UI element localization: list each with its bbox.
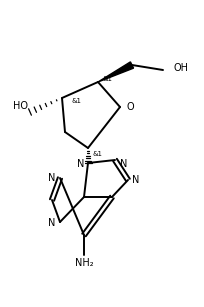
- Text: &1: &1: [102, 76, 112, 82]
- Text: &1: &1: [71, 98, 81, 104]
- Text: N: N: [48, 218, 56, 228]
- Text: HO: HO: [12, 101, 28, 111]
- Text: &1: &1: [92, 151, 102, 157]
- Text: NH₂: NH₂: [75, 258, 93, 268]
- Text: N: N: [132, 175, 140, 185]
- Polygon shape: [98, 62, 134, 82]
- Text: N: N: [48, 173, 56, 183]
- Text: OH: OH: [174, 63, 189, 73]
- Text: O: O: [126, 102, 134, 112]
- Text: N: N: [77, 159, 85, 169]
- Text: N: N: [120, 159, 128, 169]
